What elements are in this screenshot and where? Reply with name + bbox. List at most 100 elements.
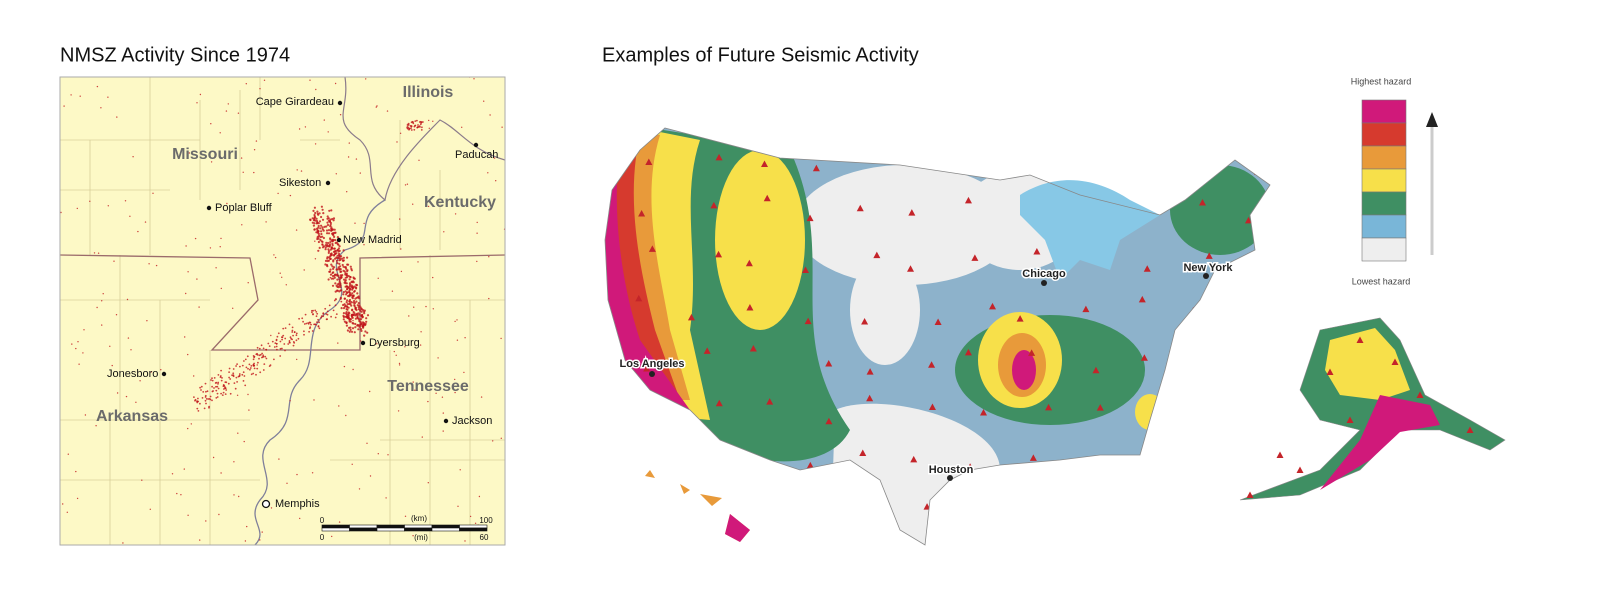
quake-dot — [316, 221, 319, 224]
site-marker — [1276, 451, 1284, 458]
quake-dot — [309, 218, 312, 222]
quake-dot — [489, 114, 491, 116]
quake-dot — [113, 260, 115, 262]
quake-dot — [413, 125, 416, 128]
quake-dot — [327, 278, 330, 281]
state-boundary — [60, 254, 505, 351]
quake-dot — [267, 342, 270, 345]
quake-dot — [329, 252, 332, 256]
quake-dot — [427, 400, 429, 403]
quake-dot — [239, 365, 241, 368]
quake-dot — [335, 313, 338, 315]
quake-dot — [338, 278, 341, 281]
quake-dot — [270, 334, 272, 337]
zone — [850, 255, 920, 365]
quake-dot — [376, 105, 378, 107]
quake-dot — [493, 157, 496, 159]
quake-dot — [193, 375, 195, 377]
quake-dot — [420, 331, 422, 333]
site-marker — [715, 153, 723, 161]
quake-dot — [101, 300, 103, 302]
quake-dot — [318, 234, 321, 237]
quake-dot — [317, 249, 320, 252]
quake-dot — [347, 306, 350, 309]
quake-dot — [246, 355, 249, 358]
quake-dot — [188, 152, 190, 154]
quake-dot — [77, 341, 79, 343]
quake-dot — [348, 291, 352, 295]
quake-dot — [100, 107, 102, 109]
quake-dot — [259, 539, 261, 541]
quake-dot — [220, 392, 223, 395]
quake-dot — [488, 256, 490, 258]
quake-dot — [386, 110, 389, 112]
quake-dot — [354, 322, 357, 326]
county-lines — [60, 77, 505, 545]
quake-dot — [315, 227, 319, 230]
quake-dot — [338, 276, 341, 279]
quake-dot — [393, 350, 395, 353]
quake-dot — [260, 344, 263, 347]
quake-dot — [349, 320, 352, 323]
quake-dot — [233, 382, 236, 384]
site-marker — [964, 348, 972, 356]
quake-dot — [354, 326, 357, 329]
quake-dot — [329, 237, 332, 240]
quake-dot — [352, 319, 354, 322]
quake-dot — [274, 256, 277, 259]
quake-dot — [116, 116, 118, 118]
quake-dot — [398, 362, 401, 365]
quake-dot — [253, 367, 256, 370]
quake-dot — [344, 280, 347, 283]
hawaii — [725, 514, 750, 542]
quake-dot — [313, 218, 316, 221]
quake-dot — [297, 337, 300, 340]
quake-dot — [340, 276, 343, 279]
quake-dot — [261, 531, 263, 533]
site-marker — [1045, 403, 1053, 411]
quake-dot — [219, 375, 222, 377]
quake-dot — [336, 262, 339, 265]
quake-dot — [309, 79, 311, 81]
quake-dot — [418, 121, 421, 123]
quake-dot — [185, 245, 187, 247]
quake-dot — [339, 270, 342, 273]
quake-dot — [332, 266, 336, 269]
quake-dot — [187, 271, 189, 273]
site-marker — [749, 344, 757, 352]
quake-dot — [312, 209, 315, 212]
site-marker — [1243, 457, 1251, 464]
scale-bar: 0 (km) 100 0 (mi) 60 — [320, 514, 493, 542]
quake-dot — [339, 265, 342, 268]
quake-dot — [308, 330, 310, 333]
quake-dot — [339, 258, 342, 261]
quake-dot — [366, 331, 369, 334]
site-marker — [1296, 466, 1304, 473]
quake-dot — [351, 297, 354, 300]
quake-dot — [255, 353, 258, 356]
quake-dot — [346, 303, 349, 306]
quake-dot — [233, 461, 235, 463]
quake-dot — [196, 278, 198, 280]
site-marker — [859, 449, 867, 457]
quake-dot — [225, 110, 228, 112]
quake-dot — [335, 259, 338, 262]
quake-dot — [196, 407, 199, 410]
city-marker — [443, 418, 449, 424]
quake-dot — [253, 149, 256, 151]
quake-dot — [265, 348, 268, 351]
quake-dot — [199, 539, 201, 541]
quake-dot — [221, 394, 224, 396]
quake-dot — [318, 327, 321, 330]
quake-dot — [171, 473, 174, 475]
quake-dot — [298, 128, 301, 130]
quake-dot — [335, 268, 338, 271]
quake-dot — [342, 269, 345, 272]
quake-dot — [78, 363, 80, 365]
city-label: Cape Girardeau — [256, 96, 334, 108]
legend-swatch — [1361, 145, 1407, 170]
quake-dot — [148, 263, 150, 265]
quake-dot — [398, 364, 401, 366]
quake-dot — [296, 169, 298, 171]
site-marker — [766, 398, 774, 405]
